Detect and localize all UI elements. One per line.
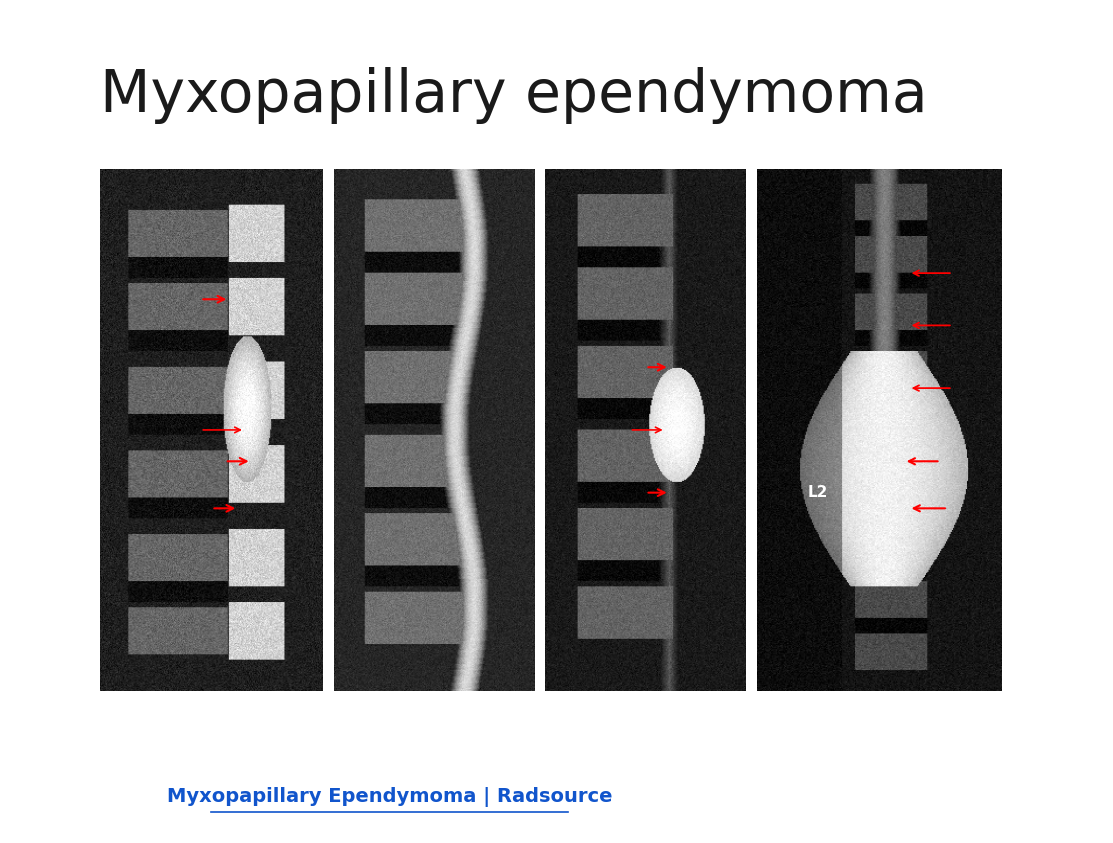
Text: Myxopapillary ependymoma: Myxopapillary ependymoma bbox=[100, 67, 928, 125]
Text: Myxopapillary Ependymoma | Radsource: Myxopapillary Ependymoma | Radsource bbox=[167, 787, 612, 807]
Text: L2: L2 bbox=[808, 486, 828, 500]
